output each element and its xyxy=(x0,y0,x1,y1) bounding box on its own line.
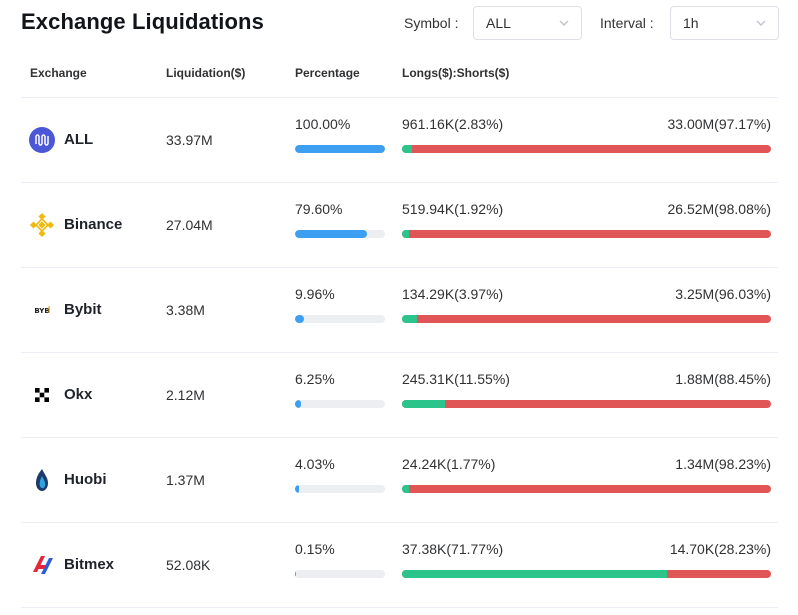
shorts-value: 33.00M(97.17%) xyxy=(667,116,771,132)
interval-select[interactable]: 1h xyxy=(670,6,779,40)
percentage-bar xyxy=(295,230,385,238)
percentage-bar-fill xyxy=(295,145,385,153)
percentage-value: 9.96% xyxy=(295,286,335,302)
percentage-value: 100.00% xyxy=(295,116,351,132)
symbol-label: Symbol : xyxy=(404,15,459,31)
symbol-select[interactable]: ALL xyxy=(473,6,582,40)
exchange-name: Bitmex xyxy=(64,556,115,573)
percentage-value: 0.15% xyxy=(295,541,335,557)
liquidation-value: 27.04M xyxy=(166,217,213,233)
longs-shorts-bar xyxy=(402,485,771,493)
longs-shorts-bar xyxy=(402,400,771,408)
binance-icon xyxy=(29,212,55,238)
column-header-exchange: Exchange xyxy=(30,66,87,80)
table-row[interactable]: BYB Bybit 3.38M 9.96% 134.29K(3.97%) 3.2… xyxy=(21,268,778,353)
table-row[interactable]: Huobi 1.37M 4.03% 24.24K(1.77%) 1.34M(98… xyxy=(21,438,778,523)
longs-value: 134.29K(3.97%) xyxy=(402,286,504,302)
shorts-value: 26.52M(98.08%) xyxy=(667,201,771,217)
longs-value: 245.31K(11.55%) xyxy=(402,371,510,387)
percentage-value: 4.03% xyxy=(295,456,335,472)
liquidation-value: 3.38M xyxy=(166,302,205,318)
percentage-value: 6.25% xyxy=(295,371,335,387)
exchange-name: Bybit xyxy=(64,301,102,318)
longs-bar-fill xyxy=(402,230,410,238)
longs-bar-fill xyxy=(402,315,417,323)
liquidation-value: 33.97M xyxy=(166,132,213,148)
longs-shorts-bar xyxy=(402,230,771,238)
interval-select-value: 1h xyxy=(683,15,699,31)
longs-value: 519.94K(1.92%) xyxy=(402,201,504,217)
chevron-down-icon xyxy=(559,20,569,26)
shorts-value: 1.34M(98.23%) xyxy=(675,456,771,472)
percentage-bar xyxy=(295,315,385,323)
percentage-bar-fill xyxy=(295,315,304,323)
longs-value: 961.16K(2.83%) xyxy=(402,116,504,132)
liquidation-value: 52.08K xyxy=(166,557,211,573)
longs-shorts-bar xyxy=(402,145,771,153)
column-header-longs-shorts: Longs($):Shorts($) xyxy=(402,66,510,80)
longs-value: 24.24K(1.77%) xyxy=(402,456,496,472)
percentage-bar xyxy=(295,400,385,408)
longs-bar-fill xyxy=(402,485,409,493)
huobi-icon xyxy=(29,467,55,493)
okx-icon xyxy=(29,382,55,408)
table-row[interactable]: ALL 33.97M 100.00% 961.16K(2.83%) 33.00M… xyxy=(21,98,778,183)
page-title: Exchange Liquidations xyxy=(21,9,264,34)
longs-shorts-bar xyxy=(402,315,771,323)
all-exchanges-icon xyxy=(29,127,55,153)
longs-bar-fill xyxy=(402,145,413,153)
symbol-select-value: ALL xyxy=(486,15,511,31)
liquidation-value: 2.12M xyxy=(166,387,205,403)
longs-value: 37.38K(71.77%) xyxy=(402,541,504,557)
longs-bar-fill xyxy=(402,400,445,408)
table-row[interactable]: Okx 2.12M 6.25% 245.31K(11.55%) 1.88M(88… xyxy=(21,353,778,438)
chevron-down-icon xyxy=(756,20,766,26)
table-row[interactable]: Binance 27.04M 79.60% 519.94K(1.92%) 26.… xyxy=(21,183,778,268)
exchange-name: ALL xyxy=(64,131,94,148)
shorts-value: 1.88M(88.45%) xyxy=(675,371,771,387)
table-row[interactable]: Bitmex 52.08K 0.15% 37.38K(71.77%) 14.70… xyxy=(21,523,778,608)
svg-text:BYB: BYB xyxy=(34,307,49,315)
shorts-value: 14.70K(28.23%) xyxy=(669,541,771,557)
column-header-percentage[interactable]: Percentage xyxy=(295,66,360,80)
percentage-bar xyxy=(295,485,385,493)
percentage-bar xyxy=(295,570,385,578)
column-header-liquidation[interactable]: Liquidation($) xyxy=(166,66,246,80)
longs-bar-fill xyxy=(402,570,667,578)
shorts-value: 3.25M(96.03%) xyxy=(675,286,771,302)
liquidation-value: 1.37M xyxy=(166,472,205,488)
bitmex-icon xyxy=(29,552,55,578)
percentage-value: 79.60% xyxy=(295,201,343,217)
percentage-bar xyxy=(295,145,385,153)
exchange-name: Binance xyxy=(64,216,123,233)
percentage-bar-fill xyxy=(295,485,299,493)
header-divider xyxy=(21,97,778,98)
bybit-icon: BYB xyxy=(29,297,55,323)
percentage-bar-fill xyxy=(295,230,367,238)
exchange-name: Huobi xyxy=(64,471,107,488)
longs-shorts-bar xyxy=(402,570,771,578)
interval-label: Interval : xyxy=(600,15,654,31)
exchange-name: Okx xyxy=(64,386,93,403)
percentage-bar-fill xyxy=(295,400,301,408)
